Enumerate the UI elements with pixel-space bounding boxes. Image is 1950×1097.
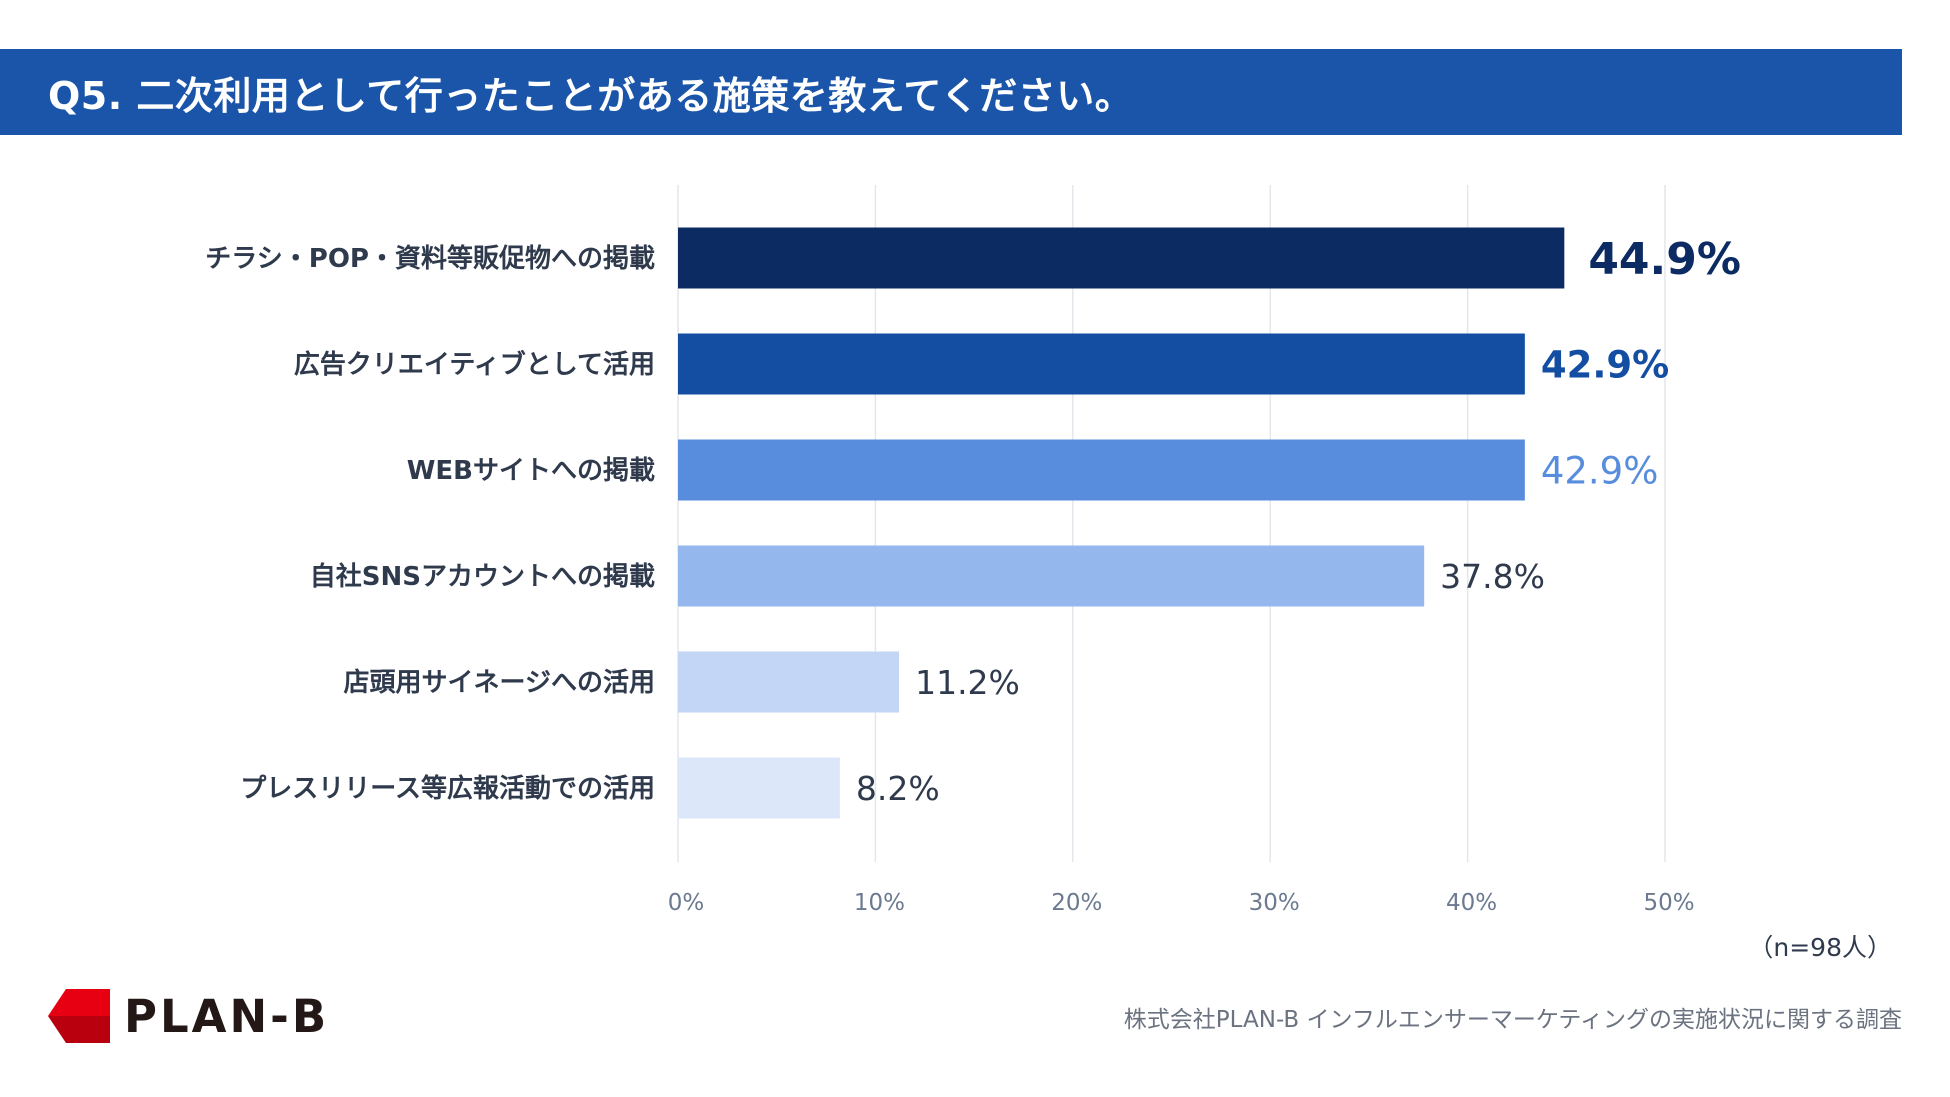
plan-b-logo-icon bbox=[48, 989, 110, 1043]
x-tick-label: 30% bbox=[1249, 890, 1300, 916]
value-label: 37.8% bbox=[1440, 557, 1545, 596]
value-label: 42.9% bbox=[1541, 449, 1659, 492]
category-label: プレスリリース等広報活動での活用 bbox=[240, 773, 655, 804]
value-label: 11.2% bbox=[915, 663, 1020, 702]
category-label: 自社SNSアカウントへの掲載 bbox=[310, 561, 655, 592]
value-label: 44.9% bbox=[1588, 234, 1741, 285]
page-title: Q5. 二次利用として行ったことがある施策を教えてください。 bbox=[48, 73, 1134, 118]
title-bar: Q5. 二次利用として行ったことがある施策を教えてください。 bbox=[0, 49, 1902, 135]
x-tick-label: 20% bbox=[1051, 890, 1102, 916]
logo-text: PLAN-B bbox=[124, 989, 330, 1043]
category-label: 広告クリエイティブとして活用 bbox=[294, 349, 655, 380]
x-tick-label: 10% bbox=[854, 890, 905, 916]
x-tick-label: 50% bbox=[1643, 890, 1694, 916]
x-tick-label: 0% bbox=[668, 890, 705, 916]
category-label: チラシ・POP・資料等販促物への掲載 bbox=[205, 243, 655, 274]
category-label: 店頭用サイネージへの活用 bbox=[344, 668, 655, 698]
bar bbox=[678, 439, 1525, 501]
bar bbox=[678, 651, 900, 713]
value-label: 8.2% bbox=[856, 769, 940, 808]
bar bbox=[678, 757, 840, 819]
source-credit: 株式会社PLAN-B インフルエンサーマーケティングの実施状況に関する調査 bbox=[1123, 1007, 1902, 1033]
value-label: 42.9% bbox=[1541, 343, 1669, 386]
sample-size-note: （n=98人） bbox=[1748, 933, 1892, 962]
plan-b-logo: PLAN-B bbox=[48, 985, 329, 1047]
x-tick-label: 40% bbox=[1446, 890, 1497, 916]
bar-chart: 0% 10% 20% 30% 40% 50% チラシ・POP・資料等販促物への掲載 44.9%… bbox=[205, 185, 1741, 916]
bar bbox=[678, 333, 1525, 395]
category-label: WEBサイトへの掲載 bbox=[407, 456, 655, 486]
bar bbox=[678, 227, 1565, 289]
bar bbox=[678, 545, 1425, 607]
